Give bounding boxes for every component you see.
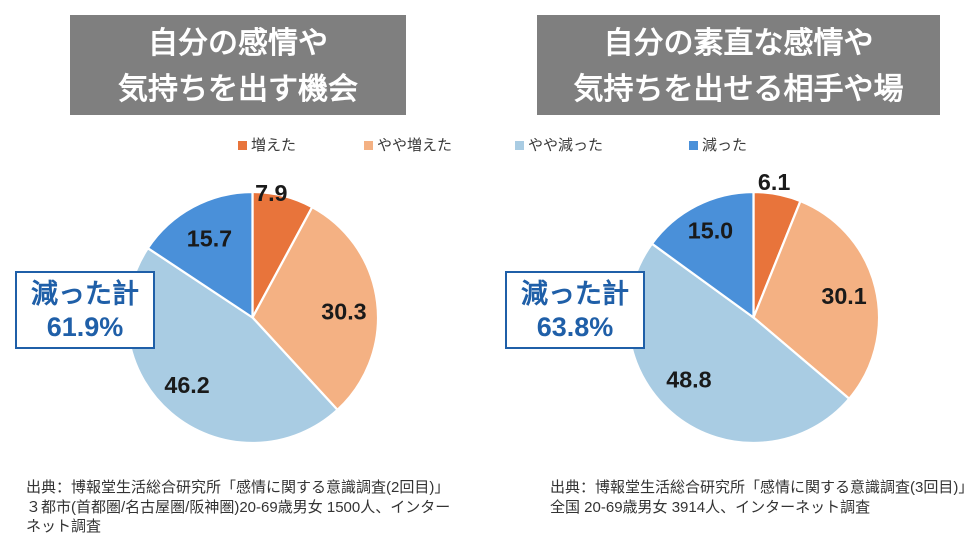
svg-text:48.8: 48.8	[666, 366, 711, 392]
svg-text:30.3: 30.3	[321, 298, 366, 324]
svg-text:7.9: 7.9	[255, 179, 287, 205]
svg-text:30.1: 30.1	[821, 283, 866, 309]
svg-text:15.7: 15.7	[186, 225, 231, 251]
svg-text:46.2: 46.2	[164, 371, 209, 397]
svg-text:6.1: 6.1	[758, 169, 790, 195]
svg-text:15.0: 15.0	[688, 217, 733, 243]
